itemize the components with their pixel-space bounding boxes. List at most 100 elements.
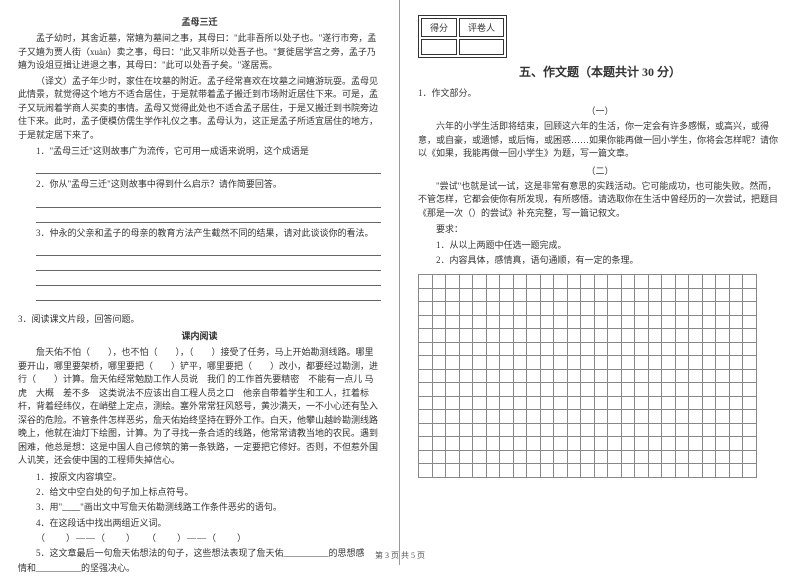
- grid-cell[interactable]: [473, 423, 487, 437]
- grid-cell[interactable]: [567, 410, 581, 424]
- grid-cell[interactable]: [513, 450, 527, 464]
- grid-cell[interactable]: [446, 437, 460, 451]
- grid-cell[interactable]: [500, 396, 514, 410]
- grader-cell[interactable]: [459, 39, 504, 55]
- grid-cell[interactable]: [648, 329, 662, 343]
- grid-cell[interactable]: [621, 423, 635, 437]
- grid-cell[interactable]: [419, 275, 433, 289]
- grid-cell[interactable]: [567, 450, 581, 464]
- grid-cell[interactable]: [500, 369, 514, 383]
- grid-cell[interactable]: [459, 383, 473, 397]
- grid-cell[interactable]: [621, 302, 635, 316]
- grid-cell[interactable]: [635, 329, 649, 343]
- grid-cell[interactable]: [648, 437, 662, 451]
- grid-cell[interactable]: [729, 315, 743, 329]
- grid-cell[interactable]: [419, 464, 433, 478]
- grid-cell[interactable]: [635, 315, 649, 329]
- grid-cell[interactable]: [581, 369, 595, 383]
- grid-cell[interactable]: [702, 342, 716, 356]
- grid-cell[interactable]: [729, 288, 743, 302]
- grid-cell[interactable]: [729, 410, 743, 424]
- writing-grid[interactable]: [418, 274, 757, 478]
- grid-cell[interactable]: [459, 275, 473, 289]
- grid-cell[interactable]: [594, 275, 608, 289]
- score-cell[interactable]: [421, 39, 457, 55]
- grid-cell[interactable]: [554, 450, 568, 464]
- grid-cell[interactable]: [473, 437, 487, 451]
- grid-cell[interactable]: [689, 342, 703, 356]
- grid-cell[interactable]: [662, 423, 676, 437]
- grid-cell[interactable]: [689, 369, 703, 383]
- grid-cell[interactable]: [729, 356, 743, 370]
- grid-cell[interactable]: [621, 342, 635, 356]
- grid-cell[interactable]: [554, 423, 568, 437]
- grid-cell[interactable]: [675, 369, 689, 383]
- grid-cell[interactable]: [689, 450, 703, 464]
- grid-cell[interactable]: [486, 450, 500, 464]
- grid-cell[interactable]: [621, 275, 635, 289]
- grid-cell[interactable]: [540, 329, 554, 343]
- grid-cell[interactable]: [648, 464, 662, 478]
- grid-cell[interactable]: [716, 369, 730, 383]
- grid-cell[interactable]: [662, 275, 676, 289]
- grid-cell[interactable]: [527, 396, 541, 410]
- grid-cell[interactable]: [648, 423, 662, 437]
- grid-cell[interactable]: [581, 356, 595, 370]
- grid-cell[interactable]: [648, 356, 662, 370]
- grid-cell[interactable]: [432, 356, 446, 370]
- grid-cell[interactable]: [554, 369, 568, 383]
- grid-cell[interactable]: [716, 423, 730, 437]
- grid-cell[interactable]: [513, 464, 527, 478]
- grid-cell[interactable]: [594, 396, 608, 410]
- grid-cell[interactable]: [581, 342, 595, 356]
- grid-cell[interactable]: [648, 288, 662, 302]
- grid-cell[interactable]: [716, 356, 730, 370]
- grid-cell[interactable]: [689, 329, 703, 343]
- grid-cell[interactable]: [743, 315, 757, 329]
- grid-cell[interactable]: [486, 302, 500, 316]
- grid-cell[interactable]: [689, 288, 703, 302]
- grid-cell[interactable]: [446, 342, 460, 356]
- grid-cell[interactable]: [500, 383, 514, 397]
- grid-cell[interactable]: [446, 410, 460, 424]
- grid-cell[interactable]: [473, 450, 487, 464]
- grid-cell[interactable]: [500, 450, 514, 464]
- grid-cell[interactable]: [473, 315, 487, 329]
- grid-cell[interactable]: [446, 369, 460, 383]
- grid-cell[interactable]: [581, 423, 595, 437]
- grid-cell[interactable]: [473, 288, 487, 302]
- grid-cell[interactable]: [432, 437, 446, 451]
- grid-cell[interactable]: [527, 410, 541, 424]
- grid-cell[interactable]: [675, 450, 689, 464]
- grid-cell[interactable]: [621, 383, 635, 397]
- grid-cell[interactable]: [729, 302, 743, 316]
- grid-cell[interactable]: [567, 437, 581, 451]
- grid-cell[interactable]: [581, 437, 595, 451]
- grid-cell[interactable]: [432, 410, 446, 424]
- grid-cell[interactable]: [662, 315, 676, 329]
- grid-cell[interactable]: [581, 315, 595, 329]
- grid-cell[interactable]: [567, 356, 581, 370]
- grid-cell[interactable]: [581, 450, 595, 464]
- grid-cell[interactable]: [716, 410, 730, 424]
- grid-cell[interactable]: [419, 288, 433, 302]
- grid-cell[interactable]: [567, 342, 581, 356]
- grid-cell[interactable]: [554, 315, 568, 329]
- grid-cell[interactable]: [675, 423, 689, 437]
- grid-cell[interactable]: [675, 410, 689, 424]
- grid-cell[interactable]: [486, 329, 500, 343]
- grid-cell[interactable]: [648, 342, 662, 356]
- grid-cell[interactable]: [594, 302, 608, 316]
- grid-cell[interactable]: [567, 288, 581, 302]
- grid-cell[interactable]: [743, 275, 757, 289]
- grid-cell[interactable]: [419, 423, 433, 437]
- grid-cell[interactable]: [729, 437, 743, 451]
- grid-cell[interactable]: [675, 437, 689, 451]
- grid-cell[interactable]: [689, 410, 703, 424]
- grid-cell[interactable]: [635, 396, 649, 410]
- grid-cell[interactable]: [432, 369, 446, 383]
- grid-cell[interactable]: [486, 423, 500, 437]
- grid-cell[interactable]: [648, 275, 662, 289]
- grid-cell[interactable]: [459, 288, 473, 302]
- grid-cell[interactable]: [473, 275, 487, 289]
